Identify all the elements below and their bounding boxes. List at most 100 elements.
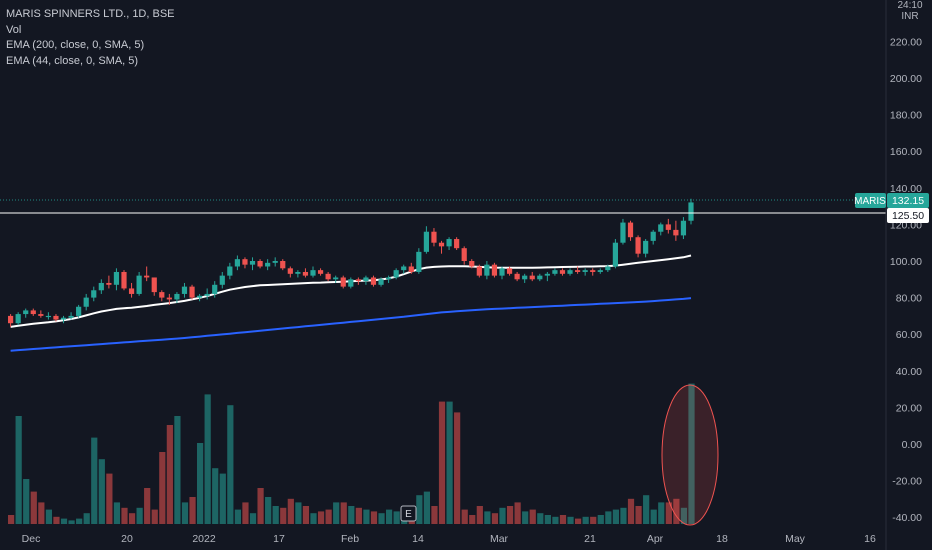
candle-body <box>658 224 664 232</box>
candle-body <box>121 271 127 289</box>
volume-bar <box>249 513 257 524</box>
x-tick-label: 21 <box>584 533 596 545</box>
candlestick <box>559 268 566 276</box>
volume-bar <box>234 509 241 524</box>
candle-body <box>484 264 490 276</box>
candle-body <box>491 264 498 276</box>
volume-bar <box>544 515 551 524</box>
candle-body <box>302 271 309 276</box>
volume-bar <box>159 452 166 524</box>
candlestick <box>665 218 671 234</box>
candlesticks <box>8 198 694 327</box>
x-tick-label: 2022 <box>192 533 216 545</box>
legend-ema-44[interactable]: EMA (44, close, 0, SMA, 5) <box>6 54 139 67</box>
price-axis[interactable]: 220.00200.00180.00160.00140.00120.00100.… <box>890 36 922 524</box>
candlestick <box>688 198 694 225</box>
candle-body <box>635 237 641 254</box>
candlestick <box>454 237 460 251</box>
candle-body <box>113 271 120 285</box>
time-axis[interactable]: Dec 20 2022 17 Feb 14 Mar 21 Apr 18 May 16 <box>22 533 876 545</box>
y-tick-label: 160.00 <box>890 146 922 158</box>
candlestick <box>68 312 74 320</box>
volume-bar <box>212 468 219 524</box>
candle-body <box>340 277 346 287</box>
candle-body <box>325 273 331 280</box>
volume-bar <box>438 401 446 524</box>
volume-bar <box>68 520 75 524</box>
volume-highlight-ellipse[interactable] <box>661 384 719 526</box>
candle-body <box>249 261 256 265</box>
candlestick <box>249 257 256 271</box>
volume-bar <box>174 416 181 524</box>
candle-body <box>620 222 626 243</box>
volume-bar <box>302 506 310 524</box>
volume-bar <box>386 509 393 524</box>
candle-body <box>242 259 248 265</box>
candle-body <box>499 268 505 276</box>
candlestick <box>136 271 142 296</box>
volume-bar <box>15 416 22 524</box>
earnings-event-marker[interactable]: E <box>400 505 417 522</box>
candle-body <box>280 261 286 269</box>
volume-bar <box>635 506 642 524</box>
candle-body <box>30 310 36 315</box>
y-tick-label: 180.00 <box>890 110 922 122</box>
volume-bar <box>76 518 83 524</box>
volume-bar <box>340 502 347 524</box>
candlestick <box>38 310 44 318</box>
legend-volume[interactable]: Vol <box>6 23 22 36</box>
y-tick-label: 140.00 <box>890 183 922 195</box>
candlestick <box>302 268 309 278</box>
chart-legend: MARIS SPINNERS LTD., 1D, BSE Vol EMA (20… <box>6 7 175 69</box>
volume-bar <box>688 383 695 524</box>
candlestick <box>212 281 218 298</box>
volume-bar <box>567 516 574 524</box>
candlestick <box>23 308 29 318</box>
volume-bar <box>181 502 189 524</box>
candlestick <box>363 275 369 285</box>
candlestick <box>537 273 543 282</box>
volume-bar <box>680 507 688 524</box>
volume-bar <box>144 488 151 524</box>
volume-bar <box>219 473 226 524</box>
candle-body <box>605 266 611 271</box>
legend-title[interactable]: MARIS SPINNERS LTD., 1D, BSE <box>6 8 175 20</box>
symbol-badge: MARIS <box>854 193 886 208</box>
volume-bar <box>113 502 121 524</box>
candle-body <box>529 275 535 280</box>
candle-body <box>174 293 180 300</box>
candlestick <box>431 228 437 247</box>
candlestick <box>227 262 233 280</box>
candle-body <box>8 315 14 324</box>
candle-body <box>393 270 399 278</box>
candlestick <box>8 314 14 327</box>
earnings-event-label: E <box>405 509 412 520</box>
candle-body <box>181 286 188 294</box>
candlestick <box>317 268 324 276</box>
currency-label[interactable]: 24:10 INR <box>896 0 924 22</box>
candlestick <box>514 271 520 282</box>
candlestick <box>30 308 36 316</box>
volume-bar <box>612 509 619 524</box>
level-badge: 125.50 <box>887 208 929 223</box>
candle-body <box>650 231 656 241</box>
candle-body <box>151 277 157 293</box>
candle-body <box>612 242 618 267</box>
candle-body <box>401 266 407 271</box>
legend-ema-200[interactable]: EMA (200, close, 0, SMA, 5) <box>6 39 145 51</box>
candlestick <box>680 217 687 240</box>
candlestick <box>370 275 377 287</box>
candle-body <box>136 275 142 294</box>
candlestick <box>280 259 286 271</box>
volume-bar <box>128 513 136 524</box>
candlestick <box>204 288 210 300</box>
volume-bar <box>643 495 650 524</box>
candle-body <box>45 315 51 318</box>
candle-body <box>680 220 687 236</box>
candle-body <box>552 270 558 274</box>
y-tick-label: -40.00 <box>892 512 922 524</box>
volume-bar <box>454 412 461 524</box>
candlestick <box>189 284 195 300</box>
x-tick-label: 20 <box>121 533 133 545</box>
